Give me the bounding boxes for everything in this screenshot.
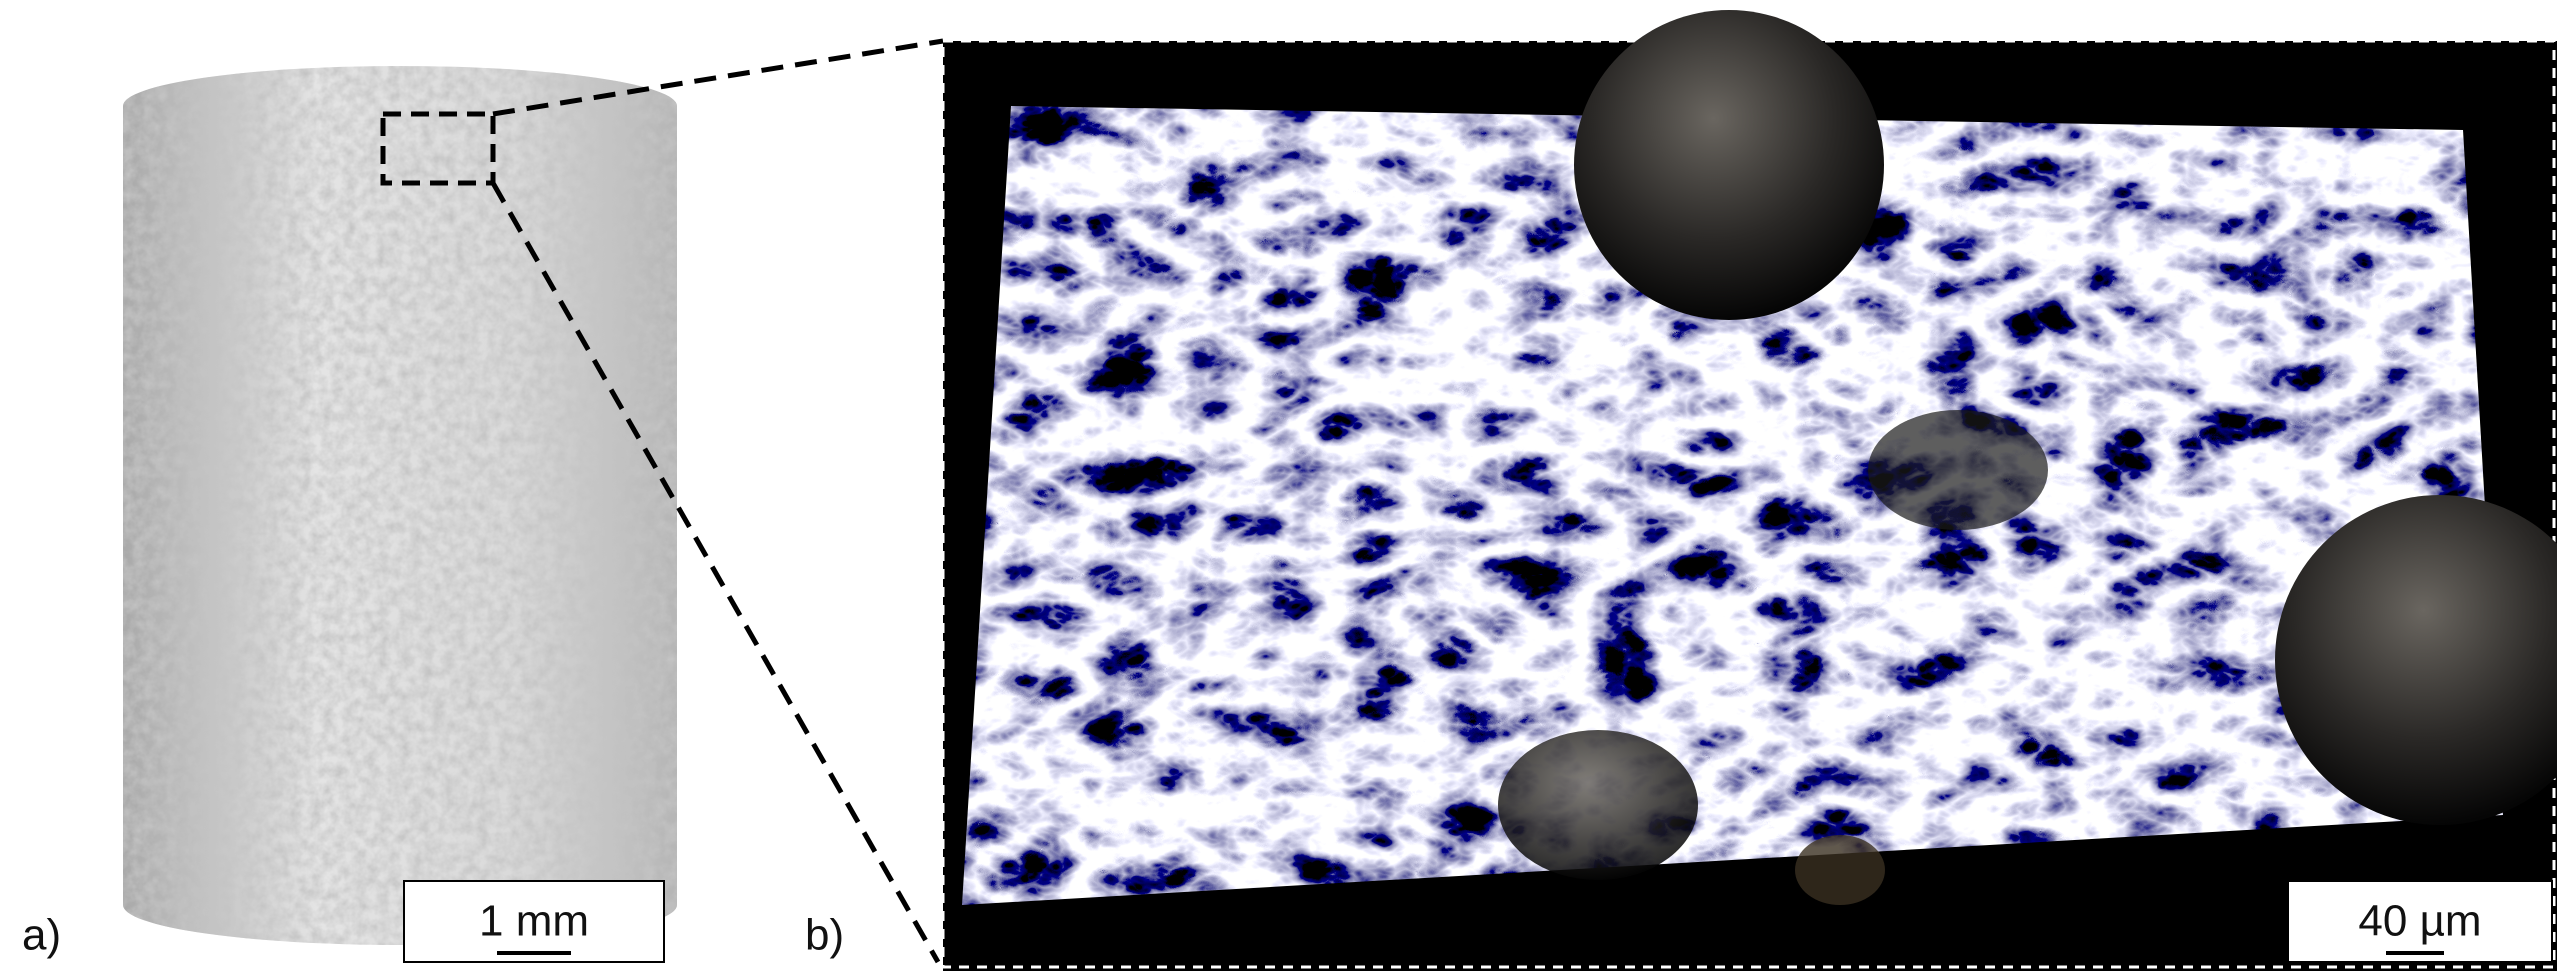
cylinder-body [123, 66, 677, 945]
crater [1498, 730, 1698, 880]
scale-bar-label: 40 µm [2358, 897, 2481, 946]
figure: 1 mm a) 40 µm b) [0, 0, 2557, 971]
page: {"panels": [{"label": "a)", "scale_bar":… [0, 0, 2557, 971]
crater [1868, 410, 2048, 530]
panel-label: b) [805, 911, 844, 960]
cylinder [123, 66, 677, 945]
panel-label: a) [22, 911, 61, 960]
crater [1795, 835, 1885, 905]
scale-bar-label: 1 mm [479, 897, 589, 946]
particle [1574, 10, 1884, 320]
